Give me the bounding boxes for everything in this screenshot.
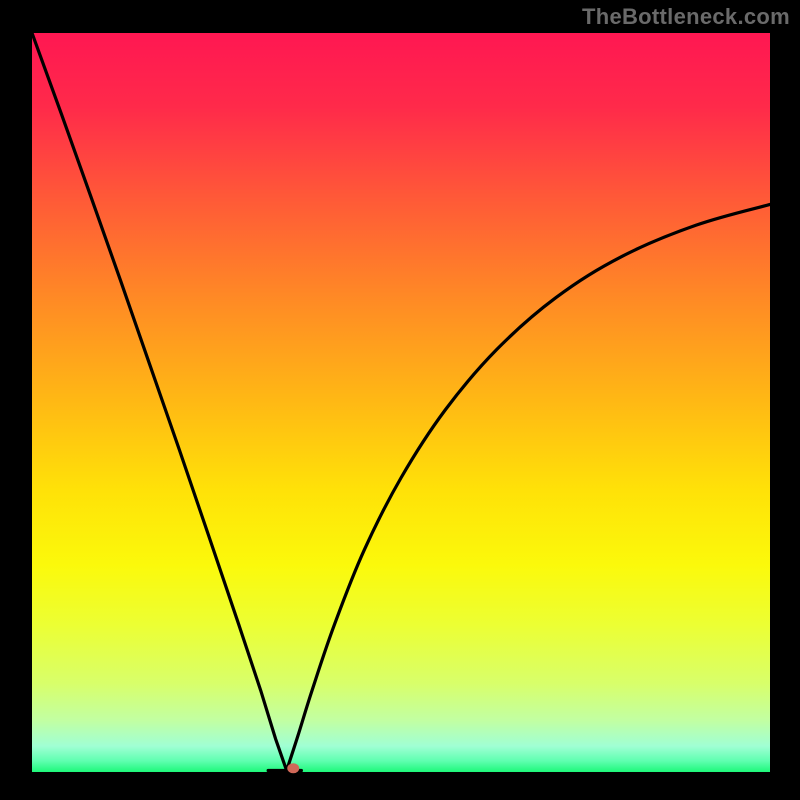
bottleneck-marker	[287, 763, 299, 773]
watermark-text: TheBottleneck.com	[582, 4, 790, 30]
plot-gradient-background	[32, 33, 770, 772]
chart-frame	[0, 0, 800, 800]
chart-svg	[0, 0, 800, 800]
